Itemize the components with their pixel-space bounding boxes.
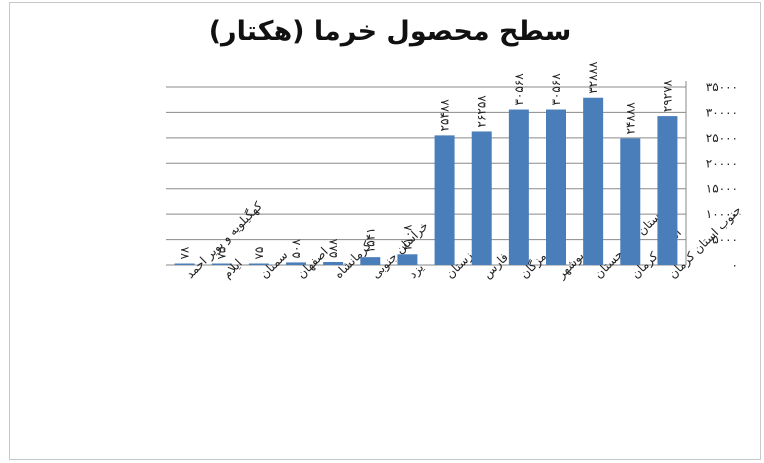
bar	[360, 257, 381, 265]
bar	[583, 97, 604, 265]
bar	[286, 262, 306, 265]
data-label: ۷۵	[252, 247, 266, 260]
bar	[211, 263, 232, 265]
data-label: ۳۰۵۶۸	[549, 73, 563, 106]
y-tick-label: ۱۵۰۰۰	[706, 182, 738, 196]
bar	[397, 254, 418, 265]
data-label: ۲۵۴۸۸	[438, 99, 452, 132]
data-label: ۷۸	[178, 246, 192, 259]
bar	[323, 262, 344, 265]
chart-frame	[9, 2, 761, 460]
y-tick-label: ۳۵۰۰۰	[706, 80, 738, 94]
bar	[434, 135, 455, 265]
data-label: ۱۵۴۱	[363, 227, 377, 253]
bar	[620, 138, 641, 265]
data-label: ۳۰۵۶۸	[512, 73, 526, 106]
bar	[248, 263, 269, 265]
bar	[174, 263, 195, 265]
data-label: ۵۸۸	[326, 238, 340, 258]
bar	[471, 131, 492, 265]
data-label: ۲۴۸۸۸	[623, 102, 637, 135]
y-tick-label: ۲۰۰۰۰	[706, 156, 738, 170]
data-label: ۵۰۸	[289, 239, 303, 259]
y-tick-label: ۲۵۰۰۰	[706, 131, 738, 145]
y-tick-label: ۳۰۰۰۰	[706, 105, 738, 119]
data-label: ۲۶۲۵۸	[475, 95, 489, 128]
y-tick-label: ۵۰۰۰	[712, 233, 738, 247]
data-label: ۳۲۸۸۸	[586, 61, 600, 94]
data-label: ۲۹۲۷۸	[660, 79, 674, 112]
bar	[546, 109, 566, 265]
chart-title: سطح محصول خرما (هکتار)	[208, 16, 572, 47]
bar	[657, 116, 678, 265]
data-label: ۲۱۰۸	[400, 224, 414, 250]
y-tick-label: ۰	[732, 258, 738, 272]
y-tick-label: ۱۰۰۰۰	[706, 207, 738, 221]
data-label: ۷۵	[215, 247, 229, 260]
bar	[508, 109, 529, 265]
